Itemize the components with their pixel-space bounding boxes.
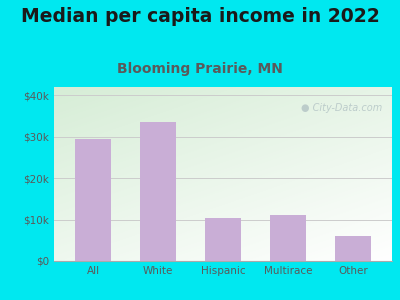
Text: Median per capita income in 2022: Median per capita income in 2022 (21, 8, 379, 26)
Text: Blooming Prairie, MN: Blooming Prairie, MN (117, 61, 283, 76)
Bar (335, 236, 371, 261)
Bar (270, 215, 306, 261)
Bar (75, 139, 111, 261)
Bar (205, 218, 241, 261)
Text: ● City-Data.com: ● City-Data.com (301, 103, 382, 113)
Bar (140, 122, 176, 261)
